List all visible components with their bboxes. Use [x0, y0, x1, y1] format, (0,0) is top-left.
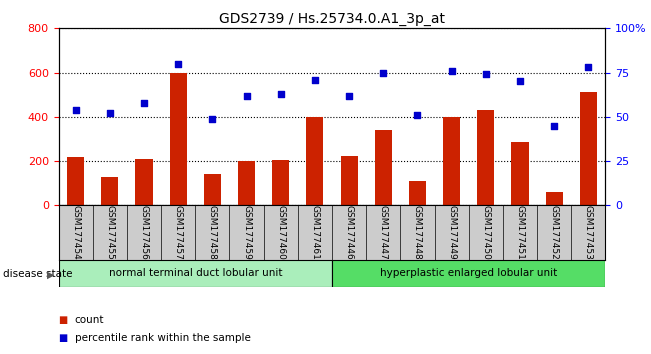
Text: GSM177457: GSM177457 [174, 205, 183, 260]
Text: GSM177452: GSM177452 [549, 205, 559, 260]
Text: hyperplastic enlarged lobular unit: hyperplastic enlarged lobular unit [380, 268, 557, 279]
Bar [135, 159, 152, 205]
Text: ■: ■ [59, 333, 68, 343]
Bar [238, 161, 255, 205]
Point [412, 112, 422, 118]
Point [549, 123, 559, 129]
Text: normal terminal duct lobular unit: normal terminal duct lobular unit [109, 268, 282, 279]
Text: GSM177458: GSM177458 [208, 205, 217, 260]
Point [310, 77, 320, 82]
Point [275, 91, 286, 97]
Text: GSM177451: GSM177451 [516, 205, 525, 260]
Point [242, 93, 252, 98]
Bar [272, 160, 289, 205]
Point [207, 116, 217, 121]
Bar [67, 156, 84, 205]
Point [173, 61, 184, 67]
Bar [332, 260, 605, 287]
Point [480, 72, 491, 77]
Title: GDS2739 / Hs.25734.0.A1_3p_at: GDS2739 / Hs.25734.0.A1_3p_at [219, 12, 445, 26]
Point [344, 93, 354, 98]
Text: disease state: disease state [3, 269, 73, 279]
Bar [375, 130, 392, 205]
Text: GSM177461: GSM177461 [311, 205, 320, 260]
Text: GSM177453: GSM177453 [584, 205, 593, 260]
Text: GSM177454: GSM177454 [71, 205, 80, 260]
Text: GSM177455: GSM177455 [105, 205, 115, 260]
Text: GSM177460: GSM177460 [276, 205, 285, 260]
Point [515, 79, 525, 84]
Text: GSM177456: GSM177456 [139, 205, 148, 260]
Text: GSM177450: GSM177450 [481, 205, 490, 260]
Text: GSM177447: GSM177447 [379, 205, 388, 260]
Text: percentile rank within the sample: percentile rank within the sample [75, 333, 251, 343]
Bar [580, 92, 597, 205]
Bar [102, 177, 118, 205]
Bar [409, 181, 426, 205]
Point [105, 110, 115, 116]
Bar [204, 175, 221, 205]
Bar [307, 117, 324, 205]
Text: GSM177459: GSM177459 [242, 205, 251, 260]
Bar [443, 117, 460, 205]
Bar [512, 142, 529, 205]
Bar [170, 73, 187, 205]
Bar [477, 110, 494, 205]
Bar [546, 192, 562, 205]
Point [378, 70, 389, 75]
Text: GSM177449: GSM177449 [447, 205, 456, 260]
Point [447, 68, 457, 74]
Bar [340, 155, 357, 205]
Text: ▶: ▶ [46, 269, 54, 279]
Bar [59, 260, 332, 287]
Point [70, 107, 81, 113]
Text: ■: ■ [59, 315, 68, 325]
Text: GSM177446: GSM177446 [344, 205, 353, 260]
Text: count: count [75, 315, 104, 325]
Point [139, 100, 149, 105]
Text: GSM177448: GSM177448 [413, 205, 422, 260]
Point [583, 64, 594, 70]
